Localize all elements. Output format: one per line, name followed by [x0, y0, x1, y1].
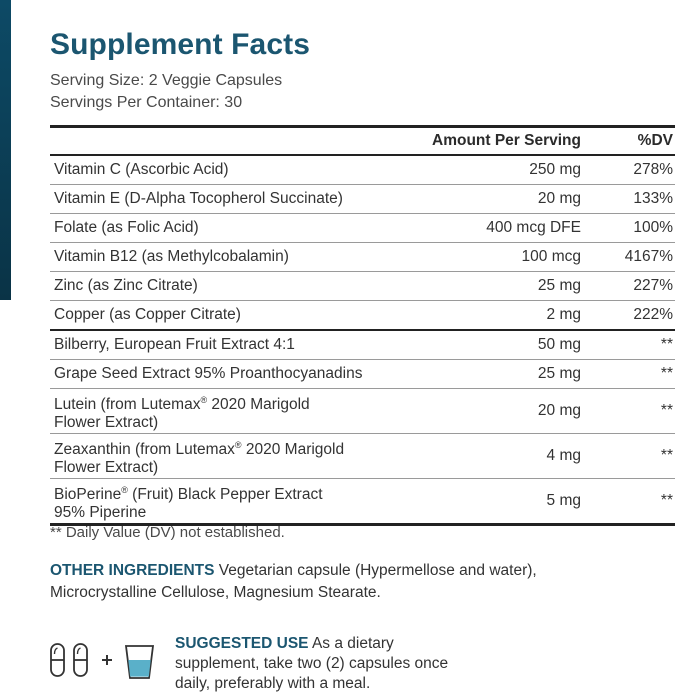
- row-name: Zinc (as Zinc Citrate): [54, 277, 198, 294]
- table-row: BioPerine® (Fruit) Black Pepper Extract …: [50, 479, 675, 526]
- plus-icon: [102, 655, 112, 665]
- row-amount: 20 mg: [537, 402, 581, 419]
- row-amount: 2 mg: [546, 306, 581, 323]
- row-name: BioPerine® (Fruit) Black Pepper Extract …: [54, 484, 323, 521]
- capsule-icon: [50, 643, 65, 677]
- row-name: Vitamin C (Ascorbic Acid): [54, 161, 229, 178]
- row-dv: **: [660, 336, 673, 353]
- row-dv: **: [660, 365, 673, 382]
- table-row: Bilberry, European Fruit Extract 4:1 50 …: [50, 331, 675, 360]
- row-dv: **: [660, 447, 673, 464]
- table-row: Copper (as Copper Citrate) 2 mg 222%: [50, 301, 675, 331]
- dosage-icons: [50, 643, 155, 679]
- registered-mark: ®: [234, 439, 242, 450]
- table-row: Lutein (from Lutemax® 2020 Marigold Flow…: [50, 389, 675, 434]
- row-name: Grape Seed Extract 95% Proanthocyanadins: [54, 365, 363, 382]
- row-name: Folate (as Folic Acid): [54, 219, 199, 236]
- row-dv: **: [660, 402, 673, 419]
- serving-size: Serving Size: 2 Veggie Capsules: [50, 72, 283, 89]
- suggested-use: SUGGESTED USE As a dietary supplement, t…: [175, 634, 475, 694]
- table-row: Zinc (as Zinc Citrate) 25 mg 227%: [50, 272, 675, 301]
- table-row: Grape Seed Extract 95% Proanthocyanadins…: [50, 360, 675, 389]
- row-dv: **: [660, 492, 673, 509]
- header-amount: Amount Per Serving: [432, 132, 581, 149]
- table-header: Amount Per Serving %DV: [50, 128, 675, 156]
- other-ingredients-text: Vegetarian capsule (Hypermellose and wat…: [50, 562, 537, 601]
- other-ingredients: OTHER INGREDIENTS Vegetarian capsule (Hy…: [50, 560, 570, 604]
- registered-mark: ®: [121, 484, 128, 495]
- row-amount: 25 mg: [537, 365, 581, 382]
- accent-bar: [0, 0, 11, 300]
- row-name: Copper (as Copper Citrate): [54, 306, 241, 323]
- row-name: Lutein (from Lutemax® 2020 Marigold Flow…: [54, 394, 310, 431]
- row-amount: 400 mcg DFE: [486, 219, 581, 236]
- row-dv: 4167%: [624, 248, 673, 265]
- table-row: Vitamin E (D-Alpha Tocopherol Succinate)…: [50, 185, 675, 214]
- row-amount: 50 mg: [537, 336, 581, 353]
- row-dv: 133%: [633, 190, 673, 207]
- row-amount: 4 mg: [546, 447, 581, 464]
- row-amount: 5 mg: [546, 492, 581, 509]
- suggested-use-text: As a dietary supplement, take two (2) ca…: [175, 635, 449, 692]
- registered-mark: ®: [200, 394, 208, 405]
- capsule-icon: [73, 643, 88, 677]
- row-dv: 222%: [633, 306, 673, 323]
- row-name: Zeaxanthin (from Lutemax® 2020 Marigold …: [54, 439, 345, 476]
- row-amount: 25 mg: [537, 277, 581, 294]
- table-row: Vitamin C (Ascorbic Acid) 250 mg 278%: [50, 156, 675, 185]
- row-amount: 20 mg: [537, 190, 581, 207]
- row-amount: 100 mcg: [521, 248, 581, 265]
- other-ingredients-label: OTHER INGREDIENTS: [50, 562, 215, 579]
- row-amount: 250 mg: [529, 161, 581, 178]
- row-name: Vitamin E (D-Alpha Tocopherol Succinate): [54, 190, 343, 207]
- water-glass-icon: [124, 645, 155, 679]
- row-dv: 100%: [633, 219, 673, 236]
- servings-per-container: Servings Per Container: 30: [50, 94, 243, 111]
- dv-footnote: ** Daily Value (DV) not established.: [50, 524, 285, 541]
- facts-table: Amount Per Serving %DV Vitamin C (Ascorb…: [50, 125, 675, 526]
- row-dv: 227%: [633, 277, 673, 294]
- table-row: Folate (as Folic Acid) 400 mcg DFE 100%: [50, 214, 675, 243]
- suggested-use-label: SUGGESTED USE: [175, 635, 309, 652]
- row-dv: 278%: [633, 161, 673, 178]
- table-row: Zeaxanthin (from Lutemax® 2020 Marigold …: [50, 434, 675, 479]
- header-dv: %DV: [637, 132, 673, 149]
- row-name: Bilberry, European Fruit Extract 4:1: [54, 336, 295, 353]
- row-name: Vitamin B12 (as Methylcobalamin): [54, 248, 289, 265]
- table-row: Vitamin B12 (as Methylcobalamin) 100 mcg…: [50, 243, 675, 272]
- page-title: Supplement Facts: [50, 28, 310, 61]
